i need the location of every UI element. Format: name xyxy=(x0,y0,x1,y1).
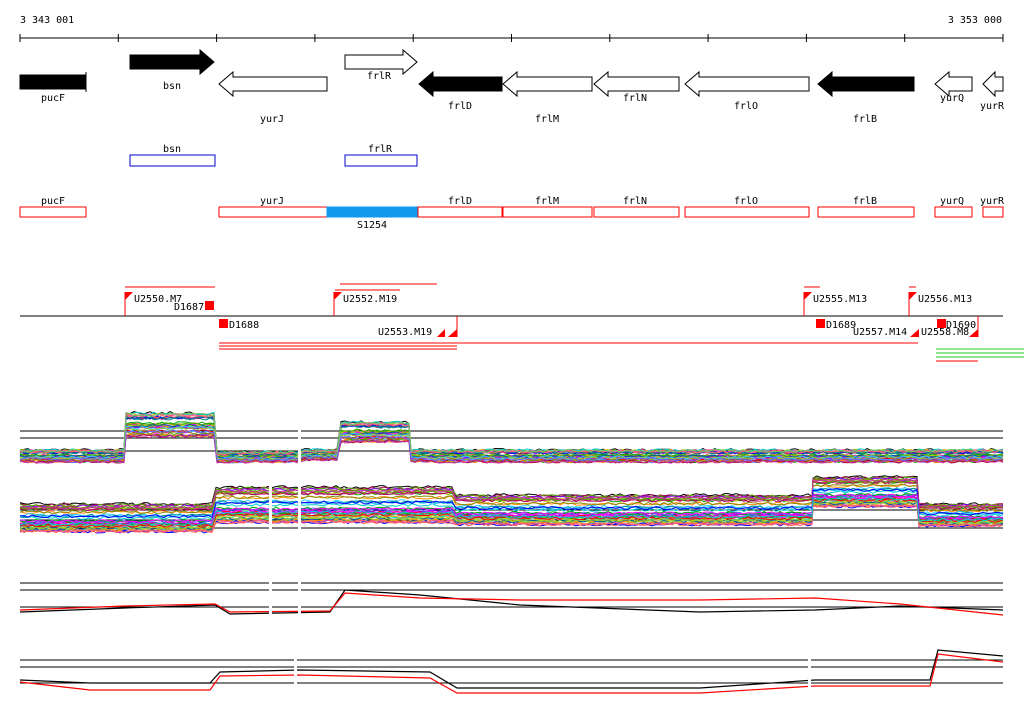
gene-label-frlB: frlB xyxy=(853,114,877,125)
gene-frlB[interactable]: frlB xyxy=(817,70,915,125)
feature-label-U2557-M14[interactable]: U2557.M14 xyxy=(853,327,907,338)
gene-label-frlO: frlO xyxy=(734,101,758,112)
gene-label-frlD: frlD xyxy=(448,101,472,112)
lower-box-frlN[interactable] xyxy=(593,206,680,218)
lower-box-yurQ[interactable] xyxy=(934,206,973,218)
lower-box-label-frlD: frlD xyxy=(448,196,472,207)
expression-panel-lower xyxy=(19,473,1004,547)
gene-label-frlM: frlM xyxy=(535,114,559,125)
gene-bsn[interactable]: bsn xyxy=(129,48,215,92)
gene-yurJ[interactable]: yurJ xyxy=(218,70,328,125)
lower-box-label-yurQ: yurQ xyxy=(940,196,964,207)
gene-frlO[interactable]: frlO xyxy=(684,70,810,112)
highlight-segment-label: S1254 xyxy=(357,220,387,231)
ruler-end-label: 3 353 000 xyxy=(948,15,1002,26)
gene-frlD[interactable]: frlD xyxy=(418,70,503,112)
lower-annotation-track: pucF yurJ S1254 frlD frlM frlN frlO frlB… xyxy=(19,196,1005,231)
feature-label-D1689[interactable]: D1689 xyxy=(826,320,856,331)
gene-frlN[interactable]: frlN xyxy=(593,70,680,104)
lower-box-frlD[interactable] xyxy=(417,206,503,218)
coordinate-ruler: 3 343 001 3 353 000 xyxy=(19,15,1004,42)
gene-yurR[interactable]: yurR xyxy=(980,70,1005,112)
feature-label-D1688[interactable]: D1688 xyxy=(229,320,259,331)
expression-panel-upper xyxy=(19,403,1004,472)
gene-label-frlN: frlN xyxy=(623,93,647,104)
lower-box-label-yurR: yurR xyxy=(980,196,1005,207)
lower-box-frlO[interactable] xyxy=(684,206,810,218)
feature-label-D1687[interactable]: D1687 xyxy=(174,302,204,313)
feature-label-U2550-M7[interactable]: U2550.M7 xyxy=(134,294,182,305)
feature-label-D1690[interactable]: D1690 xyxy=(946,320,976,331)
gene-frlR[interactable]: frlR xyxy=(344,48,418,82)
lower-box-label-frlN: frlN xyxy=(623,196,647,207)
lower-box-pucF[interactable] xyxy=(19,206,87,218)
highlight-segment[interactable] xyxy=(326,206,419,218)
ruler-start-label: 3 343 001 xyxy=(20,15,74,26)
lower-box-frlM[interactable] xyxy=(502,206,593,218)
gene-pucF[interactable]: pucF xyxy=(19,72,87,104)
profile-panel-lower xyxy=(19,649,1004,696)
lower-box-frlB[interactable] xyxy=(817,206,915,218)
gene-label-yurR: yurR xyxy=(980,101,1005,112)
lower-box-label-frlB: frlB xyxy=(853,196,877,207)
gene-label-bsn: bsn xyxy=(163,81,181,92)
profile-panel-upper xyxy=(19,580,1004,620)
lower-box-yurR[interactable] xyxy=(982,206,1004,218)
gene-track: pucF bsn yurJ frlR frlD frlM frlN frlO xyxy=(19,48,1005,125)
gene-yurQ[interactable]: yurQ xyxy=(934,70,973,104)
upper-box-label-bsn: bsn xyxy=(163,144,181,155)
lower-box-yurJ[interactable] xyxy=(218,206,328,218)
feature-label-U2556-M13[interactable]: U2556.M13 xyxy=(918,294,972,305)
feature-label-U2553-M19[interactable]: U2553.M19 xyxy=(378,327,432,338)
gene-label-frlR: frlR xyxy=(367,71,392,82)
feature-label-U2555-M13[interactable]: U2555.M13 xyxy=(813,294,867,305)
gene-label-yurJ: yurJ xyxy=(260,114,284,125)
feature-label-U2552-M19[interactable]: U2552.M19 xyxy=(343,294,397,305)
upper-box-label-frlR: frlR xyxy=(368,144,393,155)
gene-label-yurQ: yurQ xyxy=(940,93,964,104)
lower-box-label-pucF: pucF xyxy=(41,196,65,207)
lower-box-label-yurJ: yurJ xyxy=(260,196,284,207)
gene-frlM[interactable]: frlM xyxy=(502,70,593,125)
feature-label-U2558-M8[interactable]: U2558.M8 xyxy=(921,327,969,338)
lower-box-label-frlO: frlO xyxy=(734,196,758,207)
upper-box-bsn[interactable] xyxy=(129,154,216,167)
lower-box-label-frlM: frlM xyxy=(535,196,559,207)
upper-box-frlR[interactable] xyxy=(344,154,418,167)
feature-track: U2550.M7 D1687 U2552.M19 U2555.M13 U2556… xyxy=(20,283,1024,362)
upper-annotation-track: bsn frlR xyxy=(129,144,418,167)
gene-label-pucF: pucF xyxy=(41,93,65,104)
